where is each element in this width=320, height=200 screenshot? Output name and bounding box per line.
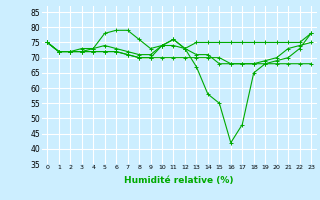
X-axis label: Humidité relative (%): Humidité relative (%) xyxy=(124,176,234,185)
